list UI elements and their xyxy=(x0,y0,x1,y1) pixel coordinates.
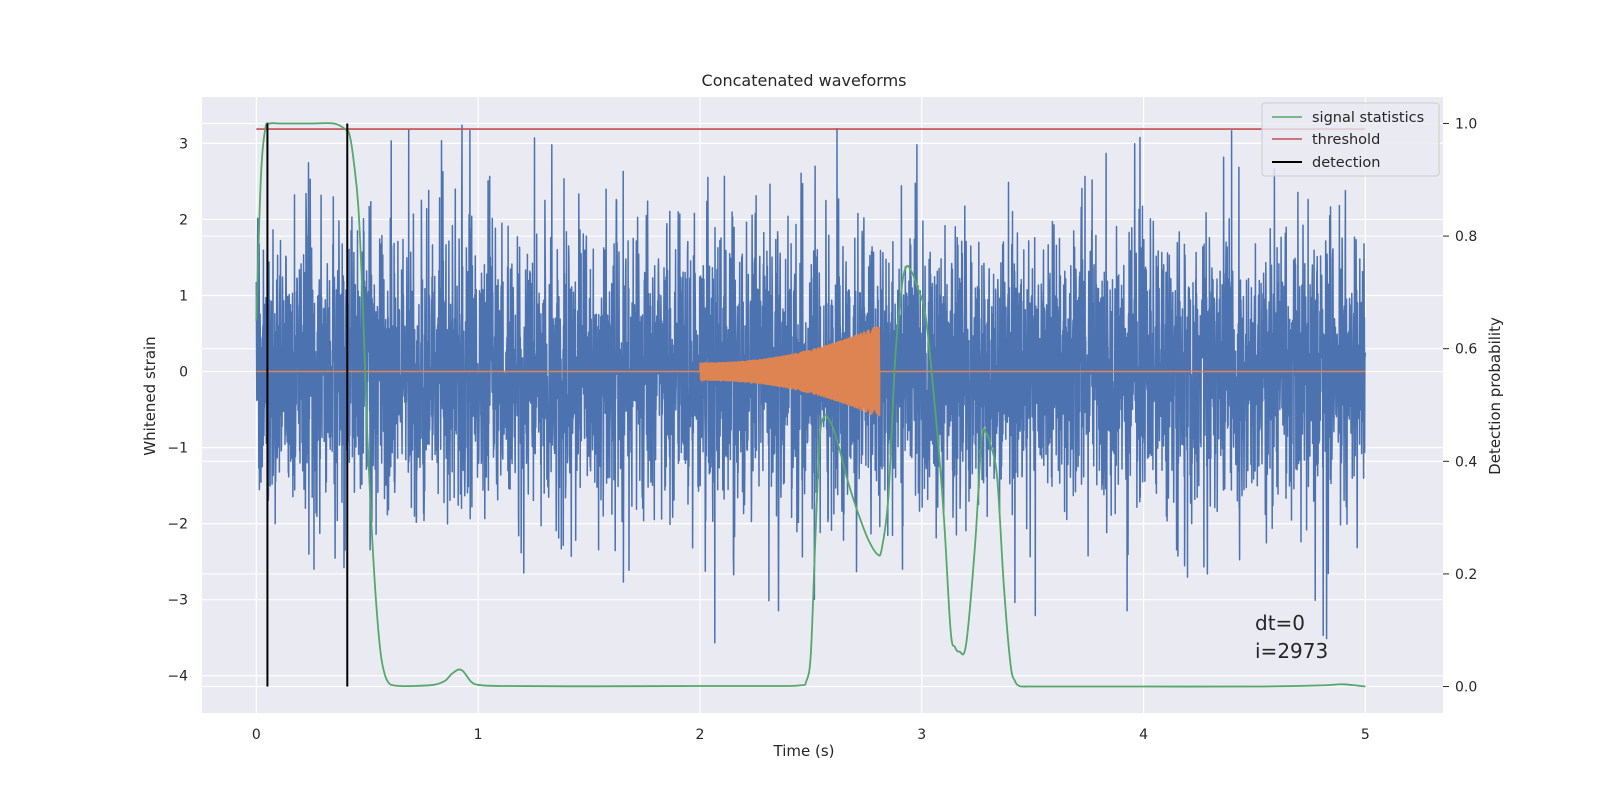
legend-box xyxy=(1261,102,1440,177)
series-signal-statistics xyxy=(255,122,1366,688)
y2-tick-label: 0.2 xyxy=(1455,567,1477,583)
y2-axis-label: Detection probability xyxy=(1486,317,1504,475)
series-injected-waveform xyxy=(256,326,1366,417)
legend-label-signal-statistics: signal statistics xyxy=(1312,110,1424,126)
y2-tick-label: 0.0 xyxy=(1455,680,1477,696)
plot-area xyxy=(202,97,1443,713)
legend-label-detection: detection xyxy=(1312,155,1380,171)
x-tick-label: 1 xyxy=(474,727,483,743)
annotation-i: i=2973 xyxy=(1255,639,1328,663)
y2-axis-ticks: 0.0 0.2 0.4 0.6 0.8 1.0 xyxy=(1443,116,1477,696)
y-tick-label: −2 xyxy=(167,517,188,533)
y2-tick-label: 0.6 xyxy=(1455,342,1477,358)
x-tick-label: 4 xyxy=(1139,727,1148,743)
y-tick-label: 3 xyxy=(179,136,188,152)
x-axis-ticks: 0 1 2 3 4 5 xyxy=(252,727,1370,743)
x-tick-label: 0 xyxy=(252,727,261,743)
y2-tick-label: 0.8 xyxy=(1455,229,1477,245)
x-axis-label: Time (s) xyxy=(773,742,835,760)
y-tick-label: −3 xyxy=(167,593,188,609)
y-axis-ticks: −4 −3 −2 −1 0 1 2 3 xyxy=(167,136,188,684)
y2-tick-label: 1.0 xyxy=(1455,116,1477,132)
y2-tick-label: 0.4 xyxy=(1455,454,1477,470)
chart-title: Concatenated waveforms xyxy=(702,71,907,90)
y-tick-label: 1 xyxy=(179,288,188,304)
y-tick-label: 2 xyxy=(179,212,188,228)
legend-label-threshold: threshold xyxy=(1312,132,1380,148)
y-tick-label: 0 xyxy=(179,365,188,381)
x-tick-label: 3 xyxy=(917,727,926,743)
x-tick-label: 5 xyxy=(1361,727,1370,743)
y-tick-label: −1 xyxy=(167,441,188,457)
y-tick-label: −4 xyxy=(167,669,188,685)
y-axis-label: Whitened strain xyxy=(141,336,159,455)
x-tick-label: 2 xyxy=(695,727,704,743)
annotation-dt: dt=0 xyxy=(1255,611,1305,635)
series-layer xyxy=(255,122,1367,688)
legend: signal statistics threshold detection xyxy=(1261,102,1440,177)
